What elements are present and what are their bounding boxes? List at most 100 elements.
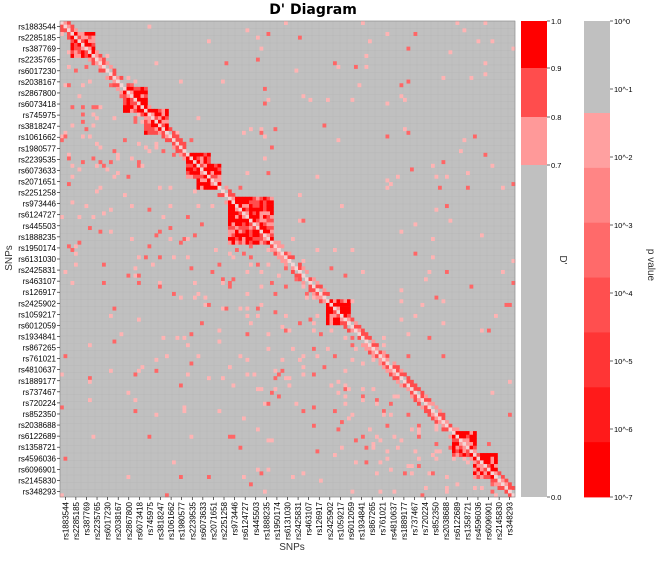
heatmap-cell: [333, 302, 337, 307]
heatmap-cell: [410, 379, 414, 384]
heatmap-cell: [245, 200, 250, 205]
heatmap-cell: [284, 251, 288, 256]
heatmap-cell: [378, 460, 383, 465]
heatmap-cell: [154, 145, 159, 150]
heatmap-cell: [249, 218, 253, 223]
heatmap-cell: [483, 456, 488, 461]
heatmap-cell: [385, 423, 390, 428]
heatmap-cell: [172, 130, 176, 135]
heatmap-cell: [249, 196, 253, 201]
heatmap-cell: [179, 152, 183, 157]
heatmap-cell: [308, 317, 313, 322]
heatmap-cell: [490, 475, 495, 479]
heatmap-cell: [214, 248, 218, 252]
heatmap-cell: [77, 46, 82, 51]
heatmap-cell: [147, 244, 152, 249]
heatmap-cell: [392, 394, 397, 399]
heatmap-cell: [154, 130, 159, 135]
heatmap-cell: [137, 280, 141, 285]
heatmap-cell: [228, 218, 232, 223]
heatmap-cell: [256, 222, 260, 227]
pvalue-colorbar-label: p value: [645, 249, 656, 282]
heatmap-cell: [238, 233, 243, 238]
heatmap-cell: [326, 317, 330, 322]
heatmap-cell: [158, 130, 162, 135]
heatmap-cell: [221, 306, 225, 311]
heatmap-cell: [445, 427, 449, 432]
heatmap-cell: [245, 226, 250, 231]
heatmap-cell: [273, 387, 278, 392]
heatmap-cell: [158, 116, 162, 121]
chart-title: D' Diagram: [269, 2, 357, 18]
heatmap-cell: [497, 482, 502, 487]
heatmap-cell: [207, 185, 211, 190]
heatmap-cell: [200, 156, 204, 161]
heatmap-cell: [284, 21, 288, 25]
heatmap-cell: [494, 456, 498, 461]
heatmap-cell: [371, 339, 376, 344]
heatmap-cell: [126, 101, 131, 106]
y-tick-label: rs1059217: [18, 310, 56, 319]
heatmap-cell: [259, 284, 264, 289]
heatmap-cell: [298, 269, 302, 274]
heatmap-cell: [263, 226, 267, 231]
heatmap-cell: [228, 251, 232, 256]
heatmap-cell: [375, 471, 379, 476]
heatmap-cell: [427, 471, 432, 476]
heatmap-cell: [67, 35, 71, 40]
heatmap-cell: [217, 174, 222, 179]
heatmap-cell: [270, 244, 274, 249]
heatmap-cell: [252, 200, 257, 205]
heatmap-cell: [249, 233, 253, 238]
heatmap-cell: [385, 456, 390, 461]
heatmap-cell: [469, 438, 474, 443]
heatmap-cell: [312, 295, 316, 300]
heatmap-cell: [133, 372, 138, 377]
heatmap-cell: [259, 211, 264, 216]
heatmap-cell: [63, 130, 68, 135]
heatmap-cell: [413, 383, 418, 388]
heatmap-cell: [210, 174, 215, 179]
heatmap-cell: [270, 215, 274, 220]
heatmap-cell: [172, 255, 176, 260]
heatmap-cell: [452, 456, 456, 461]
heatmap-cell: [168, 138, 173, 143]
y-tick-label: rs6017230: [18, 67, 56, 76]
heatmap-cell: [67, 83, 71, 88]
heatmap-cell: [207, 475, 211, 479]
heatmap-cell: [438, 449, 442, 454]
heatmap-cell: [242, 218, 246, 223]
heatmap-cell: [207, 182, 211, 187]
heatmap-cell: [494, 464, 498, 469]
heatmap-cell: [406, 376, 411, 381]
heatmap-cell: [434, 207, 439, 212]
heatmap-cell: [67, 64, 71, 69]
heatmap-cell: [179, 383, 183, 388]
heatmap-cell: [273, 376, 278, 381]
x-tick-label: rs6073633: [199, 501, 208, 539]
heatmap-cell: [368, 427, 372, 432]
heatmap-cell: [315, 313, 320, 318]
heatmap-cell: [249, 255, 253, 260]
heatmap-cell: [385, 101, 390, 106]
heatmap-cell: [238, 215, 243, 220]
heatmap-cell: [336, 299, 341, 304]
heatmap-cell: [270, 218, 274, 223]
heatmap-cell: [259, 387, 264, 392]
y-tick-label: rs6124727: [18, 211, 56, 220]
heatmap-cell: [200, 185, 204, 190]
heatmap-cell: [413, 31, 418, 36]
heatmap-cell: [137, 90, 141, 95]
heatmap-cell: [238, 222, 243, 227]
heatmap-cell: [385, 365, 390, 370]
heatmap-cell: [343, 401, 348, 406]
heatmap-cell: [147, 149, 152, 154]
heatmap-cell: [116, 79, 120, 84]
x-tick-label: rs126917: [315, 501, 324, 535]
heatmap-cell: [245, 313, 250, 318]
heatmap-cell: [448, 423, 453, 428]
pvalue-tick-label: 10^-6: [614, 425, 633, 434]
pvalue-colorbar-segment: [584, 222, 610, 278]
heatmap-cell: [245, 211, 250, 216]
heatmap-cell: [228, 284, 232, 289]
